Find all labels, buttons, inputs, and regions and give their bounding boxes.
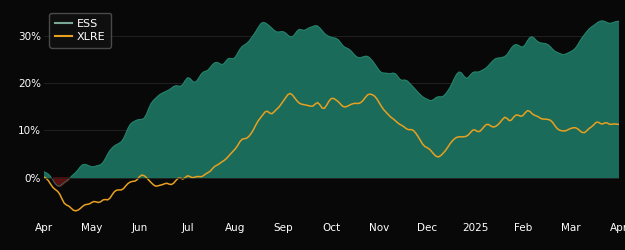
- Legend: ESS, XLRE: ESS, XLRE: [49, 13, 111, 48]
